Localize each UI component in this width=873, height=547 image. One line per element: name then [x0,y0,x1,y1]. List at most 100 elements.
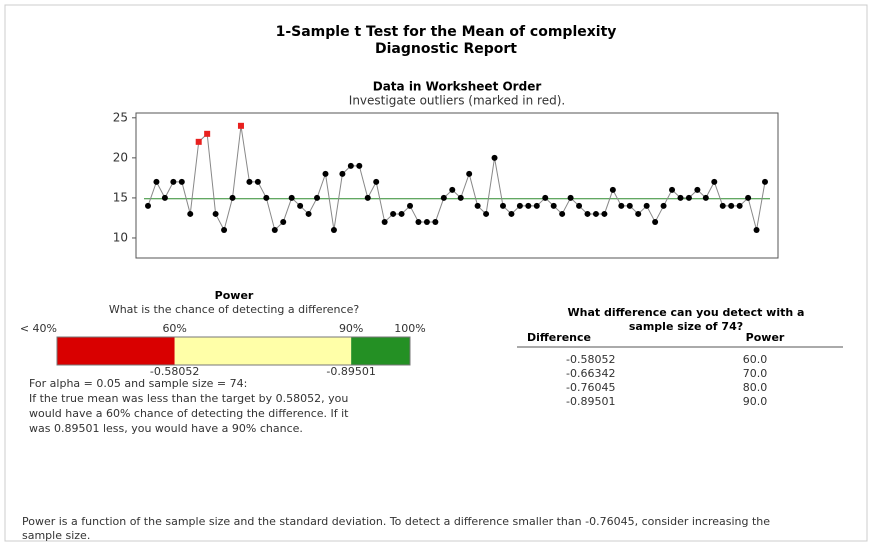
data-point [390,210,397,217]
report-subtitle: Diagnostic Report [375,41,517,57]
data-point [762,178,768,185]
table-header: Difference [527,331,591,344]
data-point [432,218,439,225]
data-point [694,186,701,193]
power-segment [351,337,410,365]
power-title: Power [215,289,254,302]
data-point [322,170,329,177]
power-text: was 0.89501 less, you would have a 90% c… [29,422,303,435]
data-point [660,202,667,209]
data-point [161,194,168,201]
power-text: For alpha = 0.05 and sample size = 74: [29,377,247,390]
footer-text: sample size. [22,529,90,542]
power-segment [57,337,175,365]
data-point [635,210,642,217]
data-point [254,178,261,185]
data-point [685,194,692,201]
data-point [212,210,219,217]
y-tick-label: 10 [113,230,128,244]
plot-area [135,112,779,259]
data-point [364,194,371,201]
table-cell: -0.58052 [566,353,615,366]
data-point [305,210,312,217]
frame [4,4,868,542]
data-point [415,218,422,225]
data-point [677,194,684,201]
data-point [626,202,633,209]
power-tick-label: 100% [394,322,425,335]
data-point [440,194,447,201]
table-header: Power [746,331,785,344]
data-point [145,202,151,209]
data-point [550,202,557,209]
data-point [533,202,540,209]
data-point [719,202,726,209]
chart-subtitle: Investigate outliers (marked in red). [349,94,565,108]
data-point [356,162,363,169]
data-point [314,194,321,201]
table-cell: 90.0 [743,395,768,408]
data-point [466,170,473,177]
outlier-point [204,130,211,137]
report-title: 1-Sample t Test for the Mean of complexi… [276,24,617,40]
outlier-point [195,138,202,145]
power-tick-label: 90% [339,322,363,335]
data-point [457,194,464,201]
chart-title: Data in Worksheet Order [373,80,542,94]
data-point [728,202,735,209]
y-tick-label: 25 [113,110,128,124]
table-title: What difference can you detect with a [568,306,805,319]
power-segment [174,337,352,365]
y-tick-label: 15 [113,190,128,204]
data-point [753,226,760,233]
data-point [398,210,405,217]
power-tick-label: < 40% [20,322,57,335]
data-point [170,178,177,185]
outlier-point [237,122,244,129]
data-point [229,194,236,201]
data-point [584,210,591,217]
data-point [178,178,185,185]
power-text: would have a 60% chance of detecting the… [29,407,349,420]
data-point [280,218,287,225]
data-point [669,186,676,193]
data-point [339,170,346,177]
data-point [576,202,583,209]
table-cell: 60.0 [743,353,768,366]
data-point [153,178,160,185]
data-point [592,210,599,217]
data-point [643,202,650,209]
data-point [381,218,388,225]
data-point [288,194,295,201]
table-cell: -0.76045 [566,381,615,394]
data-point [491,154,498,161]
data-point [567,194,574,201]
y-tick-label: 20 [113,150,128,164]
data-point [423,218,430,225]
power-subtitle: What is the chance of detecting a differ… [109,303,360,316]
data-point [499,202,506,209]
data-point [373,178,380,185]
data-point [271,226,278,233]
table-cell: 80.0 [743,381,768,394]
data-point [736,202,743,209]
data-point [483,210,490,217]
data-point [559,210,566,217]
data-point [246,178,253,185]
footer-text: Power is a function of the sample size a… [22,515,770,528]
data-point [745,194,752,201]
data-point [542,194,549,201]
data-point [609,186,616,193]
data-point [702,194,709,201]
data-point [618,202,625,209]
table-cell: -0.89501 [566,395,615,408]
power-marker-label: -0.58052 [150,365,199,378]
table-title: sample size of 74? [629,320,743,333]
data-point [652,218,659,225]
power-marker-label: -0.89501 [326,365,375,378]
power-bar-frame [56,336,411,366]
power-tick-label: 60% [162,322,186,335]
data-point [407,202,414,209]
data-point [711,178,718,185]
